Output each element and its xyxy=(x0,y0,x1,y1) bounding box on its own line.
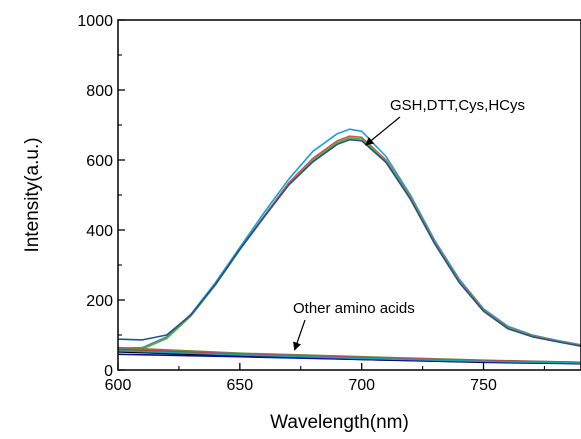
annotation-label-1: GSH,DTT,Cys,HCys xyxy=(390,97,525,114)
annotation-arrow-2 xyxy=(293,319,306,351)
y-tick-label: 800 xyxy=(86,83,113,100)
y-tick-label: 200 xyxy=(86,293,113,310)
ticks-layer: 600 650 700 750 0 200 400 600 800 1000 xyxy=(77,13,545,394)
y-tick-label: 600 xyxy=(86,153,113,170)
x-tick-label: 750 xyxy=(470,377,497,394)
annotation-label-2: Other amino acids xyxy=(293,300,415,317)
y-tick-label: 0 xyxy=(104,363,113,380)
y-tick-label: 400 xyxy=(86,223,113,240)
y-tick-label: 1000 xyxy=(77,13,113,30)
y-axis-title: Intensity(a.u.) xyxy=(22,137,43,252)
annotation-arrow-1 xyxy=(365,116,401,146)
annotation-layer: GSH,DTT,Cys,HCys Other amino acids xyxy=(293,97,525,351)
series-layer xyxy=(117,128,581,365)
x-tick-label: 700 xyxy=(348,377,375,394)
series-line-10 xyxy=(117,350,581,364)
series-line-4 xyxy=(117,138,581,347)
x-axis-title: Wavelength(nm) xyxy=(270,412,409,433)
x-tick-label: 650 xyxy=(226,377,253,394)
x-tick-label: 600 xyxy=(105,377,132,394)
plot-area: 600 650 700 750 0 200 400 600 800 1000 GSH,DTT,Cy… xyxy=(77,13,581,394)
